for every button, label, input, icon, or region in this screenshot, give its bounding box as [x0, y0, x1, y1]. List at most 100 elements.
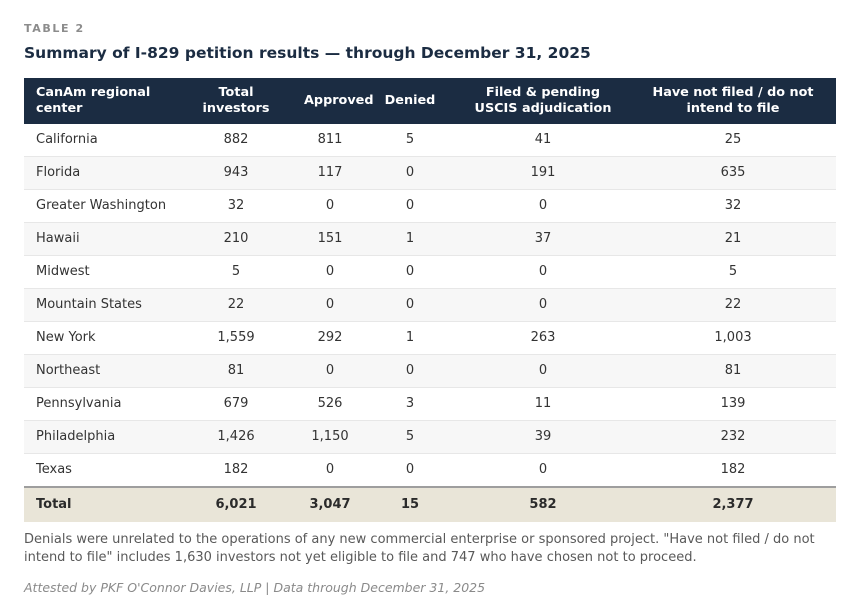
value-cell: 32 [630, 188, 836, 223]
value-cell: 5 [405, 131, 415, 147]
value-cell: 882 [223, 131, 249, 147]
value-cell: 182 [176, 452, 296, 487]
value-cell: 679 [176, 386, 296, 421]
value-cell: 0 [364, 452, 456, 487]
column-header-not-filed: Have not filed / do not intend to file [630, 78, 836, 124]
page-title: Summary of I-829 petition results — thro… [24, 44, 591, 62]
column-header-filed-pending: Filed & pending USCIS adjudication [456, 78, 630, 124]
regional-center-cell: Pennsylvania [24, 386, 176, 421]
value-cell: 0 [296, 254, 364, 289]
total-denied-cell: 15 [364, 485, 456, 522]
regional-center-cell: Mountain States [24, 287, 176, 322]
value-cell: 0 [456, 353, 630, 388]
footnote: Denials were unrelated to the operations… [24, 531, 815, 565]
table-row: Midwest 5 0 0 0 5 [24, 254, 836, 289]
value-cell: 0 [364, 188, 456, 223]
regional-center-cell: Philadelphia [24, 419, 176, 454]
value-cell: 139 [630, 386, 836, 421]
table-footer: Total 6,021 3,047 15 582 2,377 [24, 485, 836, 522]
table-header: CanAm regional center Total investors Ap… [24, 78, 836, 124]
value-cell: 191 [456, 155, 630, 190]
value-cell: 1 [364, 320, 456, 355]
value-cell: 635 [630, 155, 836, 190]
table-eyebrow-label: TABLE 2 [24, 22, 85, 35]
column-header-denied: Denied [364, 78, 456, 124]
value-cell: 1,003 [630, 320, 836, 355]
table-row: Pennsylvania 679 526 3 11 139 [24, 386, 836, 421]
value-cell: 0 [364, 353, 456, 388]
value-cell: 81 [176, 353, 296, 388]
regional-center-cell: Midwest [24, 254, 176, 289]
value-cell: 21 [630, 221, 836, 256]
value-cell: 22 [630, 287, 836, 322]
value-cell: 292 [296, 320, 364, 355]
value-cell: 210 [176, 221, 296, 256]
value-cell: 3 [364, 386, 456, 421]
header-row: CanAm regional center Total investors Ap… [24, 78, 836, 124]
value-cell: 32 [176, 188, 296, 223]
value-cell: 37 [456, 221, 630, 256]
value-cell: 25 [724, 131, 742, 147]
value-cell: 5 [176, 254, 296, 289]
value-cell: 263 [456, 320, 630, 355]
value-cell: 811 [317, 131, 343, 147]
value-cell: 117 [296, 155, 364, 190]
total-not-filed-cell: 2,377 [630, 485, 836, 522]
value-cell: 0 [364, 254, 456, 289]
value-cell: 232 [630, 419, 836, 454]
value-cell: 0 [456, 188, 630, 223]
regional-center-cell: California [36, 131, 98, 147]
value-cell: 1,150 [296, 419, 364, 454]
regional-center-cell: Hawaii [24, 221, 176, 256]
value-cell: 1 [364, 221, 456, 256]
regional-center-cell: Northeast [24, 353, 176, 388]
value-cell: 11 [456, 386, 630, 421]
attribution-line: Attested by PKF O'Connor Davies, LLP | D… [24, 579, 486, 595]
value-cell: 5 [364, 419, 456, 454]
total-approved-cell: 3,047 [296, 485, 364, 522]
value-cell: 5 [630, 254, 836, 289]
value-cell: 0 [296, 188, 364, 223]
total-label-cell: Total [24, 485, 176, 522]
value-cell: 0 [296, 287, 364, 322]
regional-center-cell: Greater Washington [24, 188, 176, 223]
petition-results-table: CanAm regional center Total investors Ap… [24, 78, 836, 522]
column-header-regional-center: CanAm regional center [24, 78, 176, 124]
value-cell: 22 [176, 287, 296, 322]
column-header-total-investors: Total investors [176, 78, 296, 124]
total-investors-cell: 6,021 [176, 485, 296, 522]
value-cell: 0 [364, 287, 456, 322]
value-cell: 39 [456, 419, 630, 454]
total-row: Total 6,021 3,047 15 582 2,377 [24, 485, 836, 522]
table-row: Texas 182 0 0 0 182 [24, 452, 836, 487]
value-cell: 0 [456, 287, 630, 322]
value-cell: 1,559 [176, 320, 296, 355]
value-cell: 81 [630, 353, 836, 388]
value-cell: 0 [296, 452, 364, 487]
table-row: New York 1,559 292 1 263 1,003 [24, 320, 836, 355]
value-cell: 526 [296, 386, 364, 421]
table-row: California 882 811 5 41 25 [24, 124, 836, 157]
regional-center-cell: New York [24, 320, 176, 355]
table-row: Florida 943 117 0 191 635 [24, 155, 836, 190]
value-cell: 0 [456, 452, 630, 487]
table-row: Mountain States 22 0 0 0 22 [24, 287, 836, 322]
value-cell: 1,426 [176, 419, 296, 454]
value-cell: 0 [456, 254, 630, 289]
value-cell: 943 [176, 155, 296, 190]
value-cell: 151 [296, 221, 364, 256]
table-row: Greater Washington 32 0 0 0 32 [24, 188, 836, 223]
value-cell: 0 [364, 155, 456, 190]
table-body: California 882 811 5 41 25 Florida 943 117 0 191 63… [24, 124, 836, 487]
table-row: Northeast 81 0 0 0 81 [24, 353, 836, 388]
column-header-approved: Approved [296, 78, 374, 124]
value-cell: 182 [630, 452, 836, 487]
value-cell: 41 [534, 131, 552, 147]
regional-center-cell: Florida [24, 155, 176, 190]
total-filed-pending-cell: 582 [456, 485, 630, 522]
table-row: Hawaii 210 151 1 37 21 [24, 221, 836, 256]
value-cell: 0 [296, 353, 364, 388]
regional-center-cell: Texas [24, 452, 176, 487]
table-row: Philadelphia 1,426 1,150 5 39 232 [24, 419, 836, 454]
